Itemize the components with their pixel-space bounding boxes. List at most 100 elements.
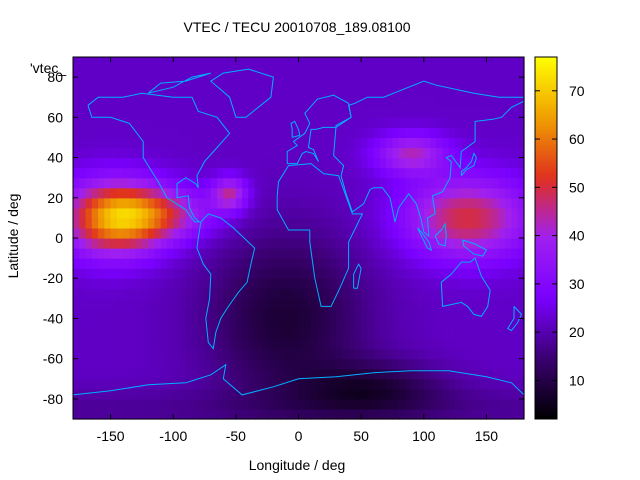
heatmap-cell [342, 278, 350, 289]
heatmap-cell [342, 97, 350, 108]
heatmap-cell [179, 87, 187, 98]
heatmap-cell [367, 298, 375, 309]
heatmap-cell [204, 97, 212, 108]
heatmap-cell [129, 388, 137, 400]
heatmap-cell [411, 117, 419, 128]
heatmap-cell [492, 388, 500, 400]
heatmap-cell [317, 177, 325, 189]
heatmap-cell [467, 348, 475, 360]
heatmap-cell [173, 177, 181, 189]
heatmap-cell [129, 217, 137, 229]
heatmap-cell [367, 398, 375, 410]
heatmap-cell [411, 378, 419, 390]
heatmap-cell [242, 87, 249, 98]
heatmap-cell [461, 207, 469, 219]
heatmap-cell [517, 77, 525, 88]
heatmap-cell [148, 308, 156, 320]
heatmap-cell [436, 368, 444, 380]
heatmap-cell [110, 288, 118, 299]
heatmap-cell [392, 388, 400, 400]
heatmap-cell [192, 308, 199, 320]
heatmap-cell [486, 388, 494, 400]
heatmap-cell [417, 398, 425, 410]
heatmap-cell [260, 278, 268, 289]
heatmap-cell [198, 187, 206, 199]
heatmap-cell [323, 288, 331, 299]
coast-borneo-sumatra [417, 227, 433, 252]
heatmap-cell [141, 248, 149, 259]
heatmap-cell [486, 127, 494, 139]
heatmap-cell [329, 227, 337, 239]
heatmap-cell [323, 388, 331, 400]
heatmap-cell [505, 288, 513, 299]
heatmap-cell [486, 298, 494, 309]
heatmap-cell [304, 388, 312, 400]
heatmap-cell [173, 338, 181, 350]
heatmap-cell [254, 318, 262, 330]
heatmap-cell [398, 167, 406, 179]
heatmap-cell [273, 147, 281, 159]
heatmap-cell [292, 127, 300, 139]
heatmap-cell [398, 207, 406, 219]
heatmap-cell [492, 318, 500, 330]
heatmap-cell [492, 117, 500, 128]
heatmap-cell [267, 298, 275, 309]
heatmap-cell [304, 238, 312, 249]
heatmap-cell [348, 388, 356, 400]
heatmap-cell [185, 308, 193, 320]
heatmap-cell [148, 288, 156, 299]
heatmap-cell [436, 358, 444, 370]
heatmap-cell [404, 127, 412, 139]
heatmap-cell [448, 388, 456, 400]
heatmap-cell [123, 217, 130, 229]
heatmap-cell [323, 398, 331, 410]
heatmap-cell [123, 288, 130, 299]
heatmap-cell [298, 248, 306, 259]
heatmap-cell [467, 57, 475, 68]
heatmap-cell [210, 197, 218, 209]
heatmap-cell [386, 278, 394, 289]
heatmap-cell [304, 207, 312, 219]
heatmap-cell [404, 107, 412, 118]
heatmap-cell [129, 187, 137, 199]
heatmap-cell [192, 268, 199, 279]
heatmap-cell [323, 97, 331, 108]
heatmap-cell [185, 187, 193, 199]
heatmap-cell [254, 368, 262, 380]
heatmap-cell [285, 227, 293, 239]
heatmap-cell [98, 167, 105, 179]
heatmap-cell [492, 408, 500, 420]
heatmap-cell [386, 318, 394, 330]
heatmap-cell [235, 97, 243, 108]
heatmap-cell [267, 127, 275, 139]
heatmap-cell [379, 388, 387, 400]
heatmap-cell [404, 117, 412, 128]
heatmap-cell [154, 408, 162, 420]
heatmap-cell [123, 127, 130, 139]
heatmap-cell [392, 117, 400, 128]
heatmap-cell [298, 57, 306, 68]
heatmap-cell [248, 217, 256, 229]
heatmap-cell [336, 278, 343, 289]
heatmap-cell [235, 308, 243, 320]
heatmap-cell [273, 238, 281, 249]
heatmap-cell [217, 197, 224, 209]
heatmap-cell [185, 358, 193, 370]
heatmap-cell [430, 268, 437, 279]
heatmap-cell [267, 57, 275, 68]
heatmap-cell [336, 268, 343, 279]
heatmap-cell [417, 227, 425, 239]
heatmap-cell [342, 318, 350, 330]
heatmap-cell [467, 388, 475, 400]
heatmap-cell [336, 227, 343, 239]
heatmap-cell [398, 107, 406, 118]
heatmap-cell [373, 338, 381, 350]
heatmap-cell [398, 368, 406, 380]
heatmap-cell [423, 248, 431, 259]
heatmap-cell [254, 117, 262, 128]
heatmap-cell [204, 127, 212, 139]
heatmap-cell [473, 67, 481, 78]
heatmap-cell [160, 197, 168, 209]
heatmap-cell [235, 298, 243, 309]
